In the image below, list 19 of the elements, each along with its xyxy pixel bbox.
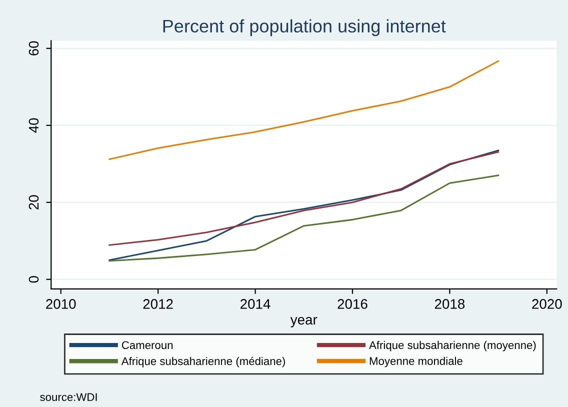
y-tick-label: 60 xyxy=(28,41,39,56)
x-tick-label: 2010 xyxy=(46,299,76,309)
x-tick-label: 2014 xyxy=(240,299,270,309)
legend-label: Afrique subsaharienne (moyenne) xyxy=(369,340,536,352)
x-tick-label: 2020 xyxy=(532,299,562,309)
legend-label: Afrique subsaharienne (médiane) xyxy=(121,356,285,368)
x-tick-label: 2016 xyxy=(338,299,368,309)
source-note: source:WDI xyxy=(40,393,97,402)
line-series xyxy=(108,60,500,160)
x-tick-label: 2018 xyxy=(434,299,465,309)
line-series xyxy=(108,174,500,262)
x-tick-label: 2012 xyxy=(143,299,173,309)
chart-title: Percent of population using internet xyxy=(163,19,446,36)
y-tick-label: 40 xyxy=(28,118,39,133)
x-axis-title: year xyxy=(290,317,318,328)
legend-label: Cameroun xyxy=(122,341,173,350)
legend-label: Moyenne mondiale xyxy=(370,356,462,368)
y-tick-label: 20 xyxy=(28,195,39,210)
y-tick-label: 0 xyxy=(28,276,39,283)
